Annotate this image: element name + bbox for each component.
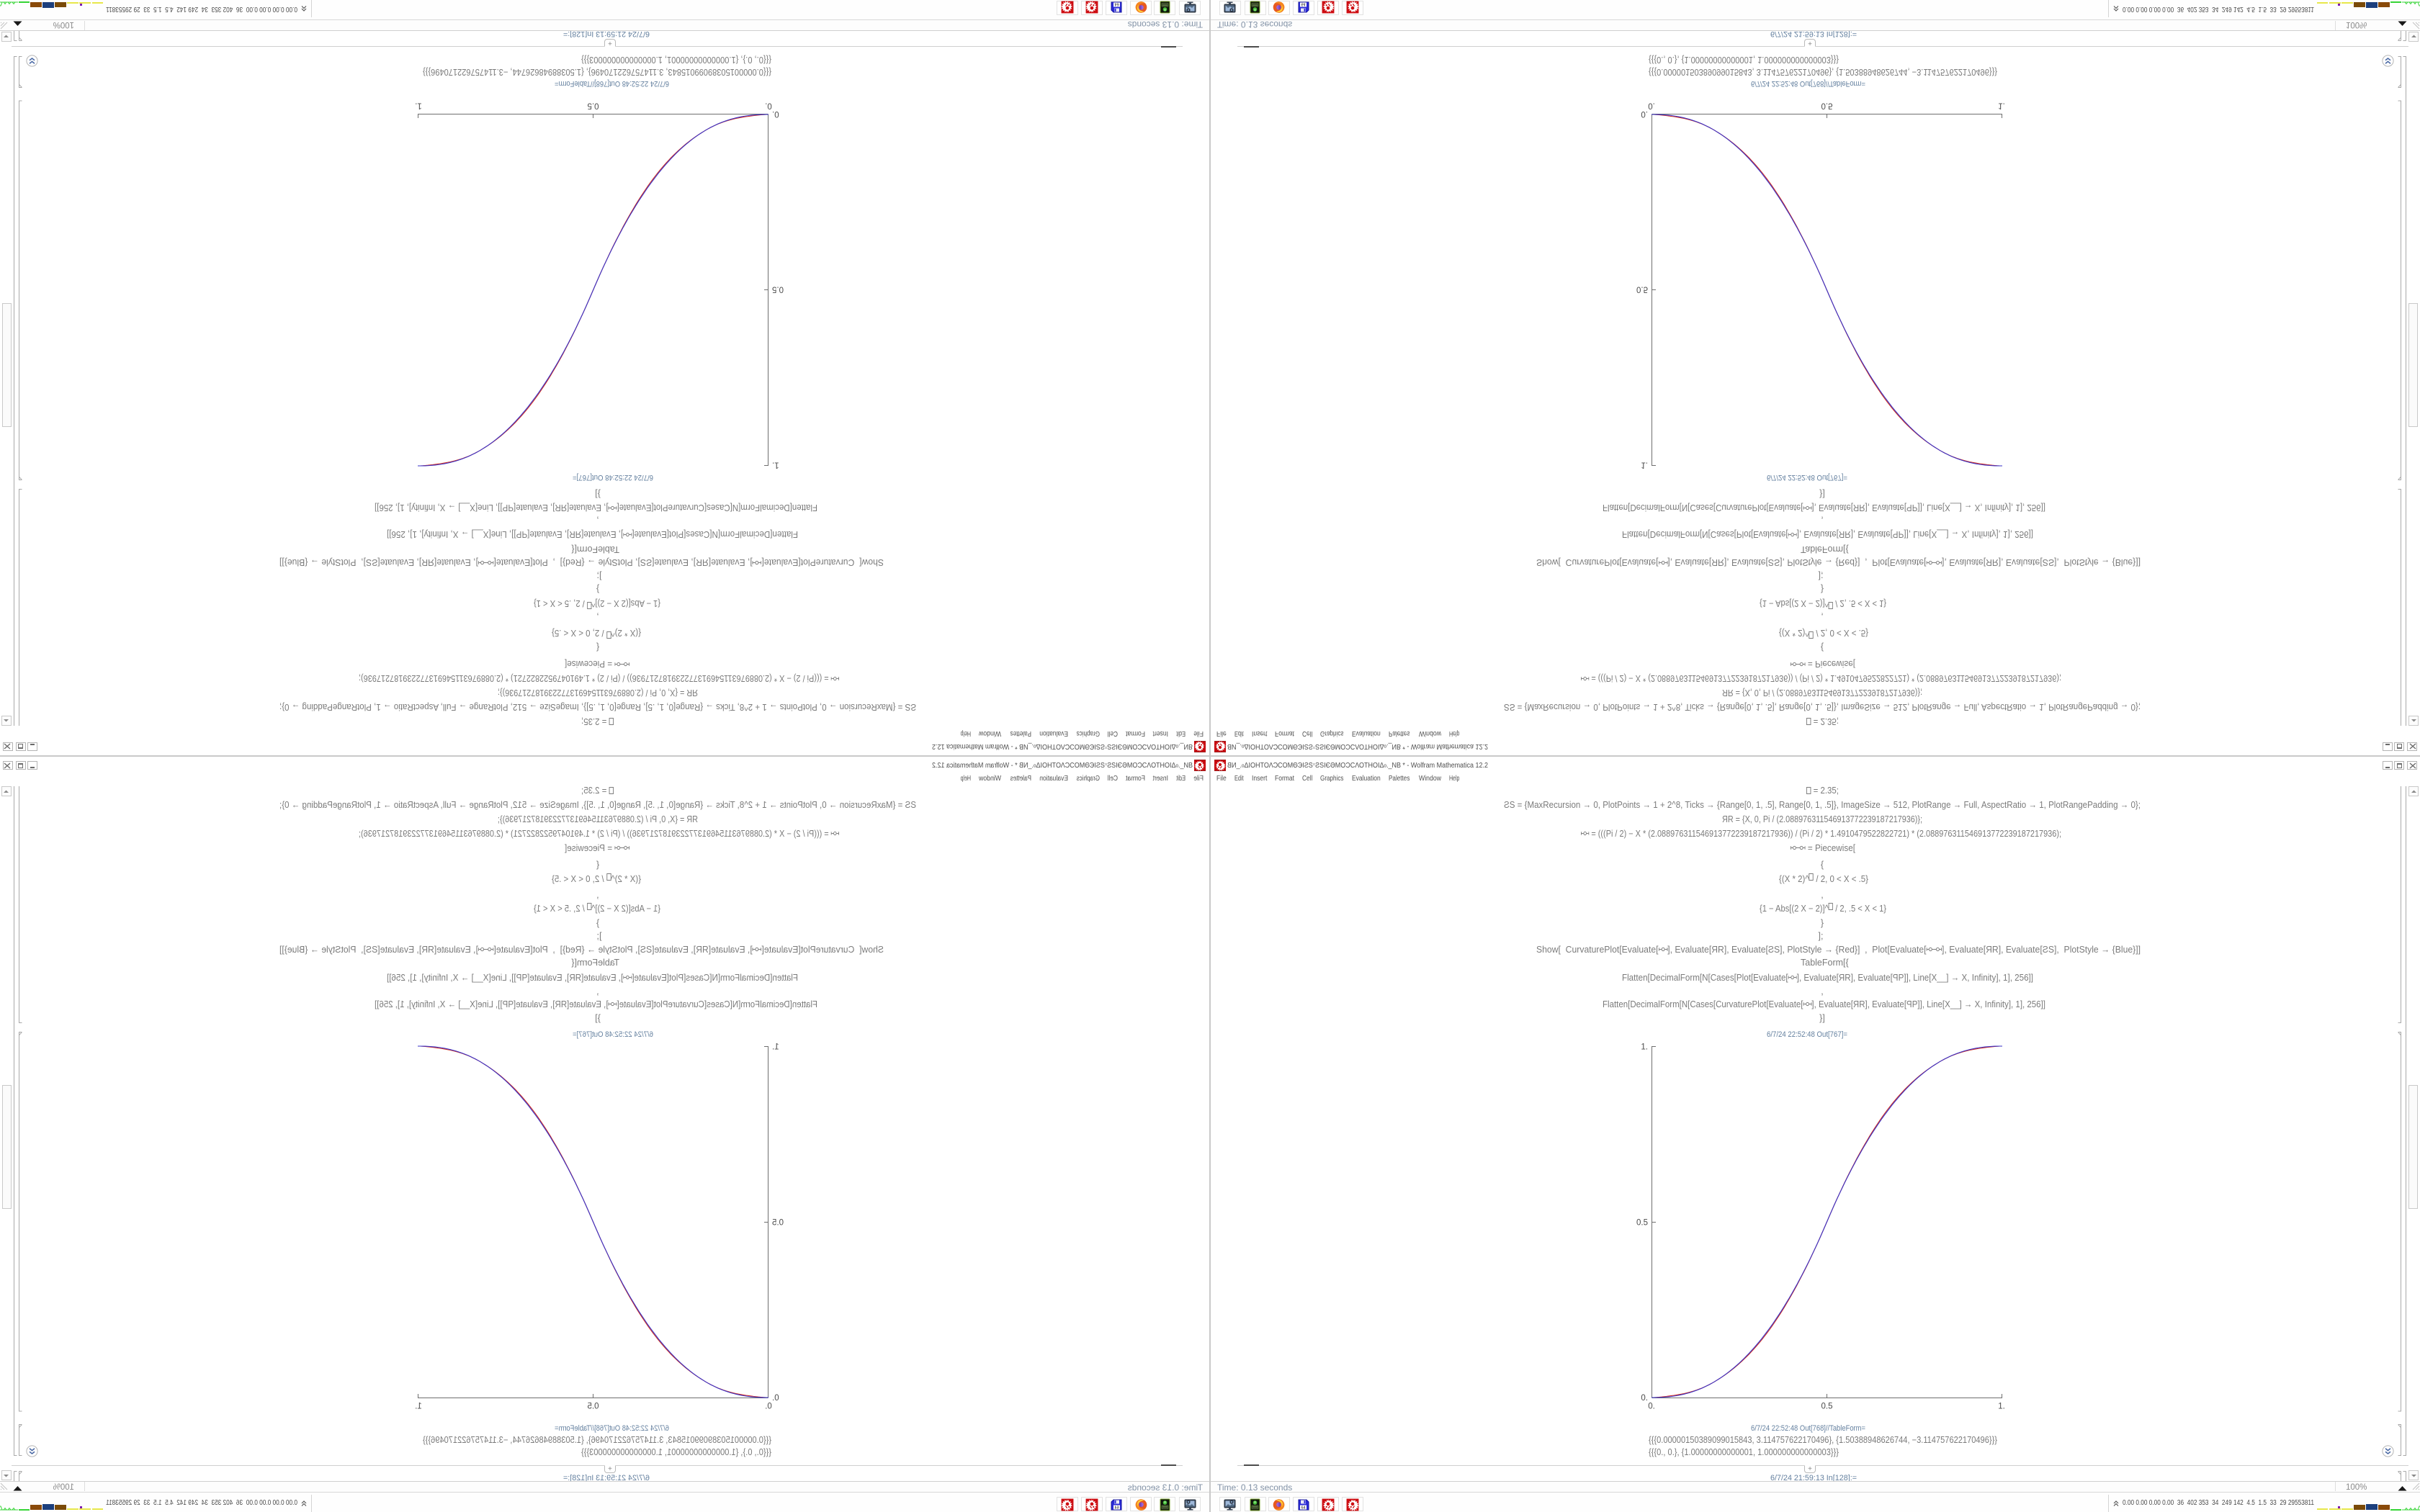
svg-text:64: 64: [1301, 1506, 1305, 1511]
svg-text:0.: 0.: [1648, 102, 1655, 110]
svg-text:1.: 1.: [1641, 1043, 1648, 1052]
svg-text:0.5: 0.5: [1821, 102, 1833, 110]
svg-text:64: 64: [1114, 2, 1119, 6]
svg-text:64: 64: [1301, 2, 1305, 6]
svg-text:0.: 0.: [765, 102, 772, 110]
svg-text:0.: 0.: [1641, 109, 1648, 118]
svg-text:0.5: 0.5: [772, 1219, 784, 1228]
svg-text:64: 64: [1114, 1506, 1119, 1511]
svg-text:0.5: 0.5: [1821, 1403, 1833, 1411]
svg-text:0.5: 0.5: [1636, 285, 1648, 294]
svg-text:0.5: 0.5: [772, 285, 784, 294]
svg-text:1.: 1.: [772, 461, 779, 469]
svg-text:0.: 0.: [772, 1394, 779, 1403]
svg-text:1.: 1.: [772, 1043, 779, 1052]
svg-text:1.: 1.: [1998, 1403, 2005, 1411]
svg-text:1.: 1.: [1998, 102, 2005, 110]
svg-text:0.: 0.: [772, 109, 779, 118]
svg-text:0.: 0.: [1641, 1394, 1648, 1403]
svg-text:0.: 0.: [1648, 1403, 1655, 1411]
svg-text:0.5: 0.5: [1636, 1219, 1648, 1228]
svg-text:0.: 0.: [765, 1403, 772, 1411]
svg-text:1.: 1.: [1641, 461, 1648, 469]
svg-text:0.5: 0.5: [588, 1403, 599, 1411]
svg-text:1.: 1.: [415, 102, 422, 110]
svg-text:0.5: 0.5: [588, 102, 599, 110]
svg-text:1.: 1.: [415, 1403, 422, 1411]
